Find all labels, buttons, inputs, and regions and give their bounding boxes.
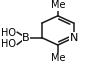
- Text: HO: HO: [1, 28, 16, 38]
- Text: B: B: [22, 33, 30, 43]
- Text: HO: HO: [1, 39, 16, 49]
- Text: Me: Me: [51, 53, 65, 63]
- Text: Me: Me: [51, 1, 65, 11]
- Text: N: N: [70, 33, 78, 43]
